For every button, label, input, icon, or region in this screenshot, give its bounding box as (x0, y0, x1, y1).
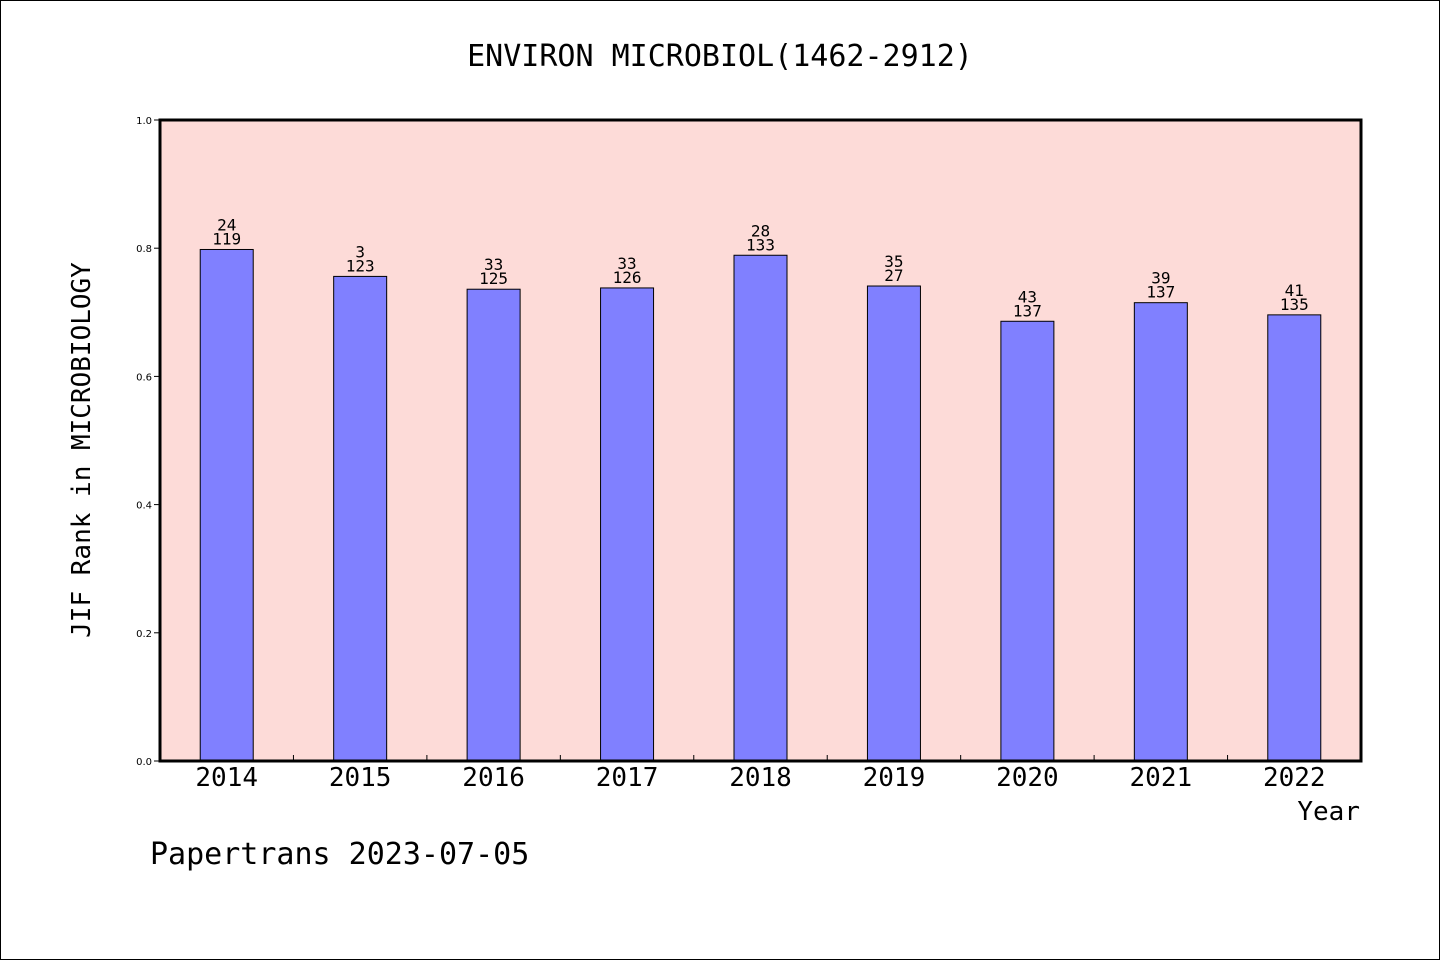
y-tick-label: 0.0 (136, 757, 152, 768)
bar (1267, 314, 1322, 762)
bar-total-label: 137 (1013, 301, 1042, 320)
bar-rank-label: 33 (484, 255, 503, 274)
x-tick-label: 2021 (1130, 763, 1193, 793)
y-axis: 0.0 0.2 0.4 0.6 0.8 1.0 (136, 116, 160, 768)
x-axis-label: Year (1297, 797, 1360, 827)
chart-title: ENVIRON MICROBIOL(1462-2912) (467, 39, 973, 74)
bar (600, 287, 655, 762)
bar-rank-label: 28 (751, 221, 770, 240)
x-tick-label: 2018 (729, 763, 792, 793)
bar (333, 275, 388, 762)
bar (466, 288, 521, 762)
x-tick-label: 2020 (996, 763, 1059, 793)
bar-total-label: 125 (479, 269, 508, 288)
y-axis-label: JIF Rank in MICROBIOLOGY (67, 262, 97, 638)
footer-credit: Papertrans 2023-07-05 (150, 837, 529, 872)
bar-total-label: 123 (346, 256, 375, 275)
bar (866, 285, 921, 762)
y-tick-label: 0.8 (136, 244, 152, 255)
bar-total-label: 135 (1280, 295, 1309, 314)
bar-total-label: 133 (746, 235, 775, 254)
x-tick-label: 2014 (195, 763, 258, 793)
bar-rank-label: 35 (884, 252, 903, 271)
bar-rank-label: 33 (617, 254, 636, 273)
y-tick-label: 0.6 (136, 372, 152, 383)
x-tick-label: 2016 (462, 763, 525, 793)
x-tick-label: 2017 (596, 763, 659, 793)
x-tick-label: 2019 (863, 763, 926, 793)
bar-rank-label: 43 (1018, 287, 1037, 306)
x-axis: 2014 2015 2016 2017 2018 2019 2020 2021 2022 (195, 755, 1326, 793)
bar-rank-label: 39 (1151, 269, 1170, 288)
bar-total-label: 119 (212, 229, 241, 248)
bar (733, 254, 788, 762)
bar-total-label: 126 (613, 268, 642, 287)
bar (1133, 302, 1188, 762)
bar-rank-label: 3 (355, 242, 365, 261)
y-tick-label: 0.4 (136, 501, 152, 512)
bar-rank-label: 41 (1285, 281, 1304, 300)
bar-rank-label: 24 (217, 215, 236, 234)
bar (1000, 320, 1055, 762)
bar (199, 248, 254, 762)
x-tick-label: 2015 (329, 763, 392, 793)
bar-total-label: 137 (1146, 283, 1175, 302)
bar-total-label: 27 (884, 266, 903, 285)
x-tick-label: 2022 (1263, 763, 1326, 793)
y-tick-label: 0.2 (136, 629, 152, 640)
plot-border (158, 118, 1363, 763)
y-tick-label: 1.0 (136, 116, 152, 127)
